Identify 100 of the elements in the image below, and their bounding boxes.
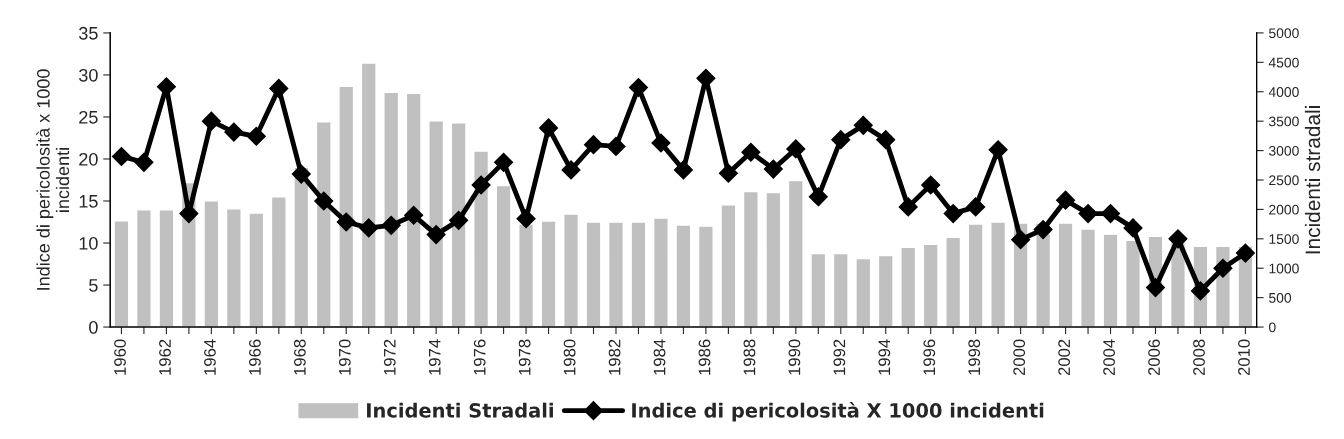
point [876,130,896,150]
x-tick-label: 2004 [1103,339,1115,376]
x-tick-label: 1998 [968,339,981,375]
bar [383,91,400,328]
bar [1080,228,1097,328]
bar [338,85,355,328]
y2-tick-label: 4500 [1268,57,1299,68]
x-tick-label: 1974 [428,339,441,375]
y-tick-label: 20 [79,152,98,166]
y-tick-label: 10 [79,236,98,250]
point [673,160,693,180]
bar [877,254,894,328]
x-tick-label: 1960 [114,339,126,375]
x-tick-label: 1982 [608,339,621,375]
y2-tick-label: 4000 [1268,87,1299,97]
y-tick-label: 5 [89,279,98,292]
point [359,218,379,238]
y-tick-label: 35 [79,26,98,40]
point [651,133,671,153]
x-tick-label: 1968 [293,339,306,375]
x-tick-label: 1980 [563,339,576,375]
point [336,212,356,232]
x-tick-label: 1990 [788,339,801,375]
bar [1125,239,1142,328]
bar [967,223,984,328]
point [314,191,334,211]
bar [990,221,1007,328]
bar [652,217,669,328]
point [269,78,289,98]
bar [540,220,557,328]
bar [563,213,580,328]
point [1213,258,1233,278]
point [246,126,266,146]
y-tick-label: 15 [79,195,98,208]
point [1100,204,1121,224]
bar [945,236,962,328]
bar [495,184,512,328]
point [291,164,311,184]
y-axis-title: Indice di pericolosità x 1000 incidenti [36,69,70,290]
bar [810,252,827,328]
bar [765,191,782,328]
point [134,152,154,172]
point [606,136,626,156]
point [179,204,199,224]
y-tick-label: 0 [89,320,98,334]
bar [900,246,917,328]
point [471,175,491,195]
point [224,122,244,142]
bar [1102,233,1119,328]
point [449,210,469,230]
bar [787,179,804,328]
x-tick-label: 1970 [338,339,351,375]
bar [428,120,445,328]
point [741,142,761,162]
x-tick-label: 1988 [743,339,756,375]
point [111,146,131,166]
y2-tick-label: 1000 [1269,263,1299,274]
point [516,209,536,229]
bar [248,212,265,328]
bar [607,221,624,328]
bar [450,122,467,328]
point [1011,230,1031,250]
point [831,130,851,150]
point [1123,218,1143,238]
y2-tick-label: 3000 [1268,145,1299,156]
bar [675,224,692,328]
bar [405,92,422,328]
x-tick-label: 1984 [653,339,666,375]
x-tick-label: 1966 [248,339,261,375]
x-tick-label: 1964 [204,339,216,375]
point [718,163,738,183]
x-tick-label: 2002 [1058,339,1071,376]
point [1235,243,1255,263]
y2-tick-label: 1500 [1269,234,1299,244]
bar [855,257,872,328]
point [786,139,806,159]
bar [270,196,287,328]
y2-tick-label: 500 [1269,292,1292,303]
point [943,204,963,224]
x-tick-label: 1986 [698,339,711,375]
point [808,187,828,207]
point [1078,204,1098,224]
bar [697,225,714,328]
bar [1057,222,1074,328]
bar [293,166,310,328]
bar [315,121,332,328]
point [966,197,986,217]
x-tick-label: 2000 [1013,339,1026,376]
point [1168,229,1188,249]
x-tick-label: 1976 [473,339,486,375]
point [763,159,783,179]
bar [360,62,377,328]
point [494,152,514,172]
point [898,197,918,217]
bar [630,221,647,328]
point [988,140,1008,160]
point [1056,190,1076,210]
bar [922,243,939,328]
x-tick-label: 1996 [923,339,936,375]
bar [225,208,242,328]
